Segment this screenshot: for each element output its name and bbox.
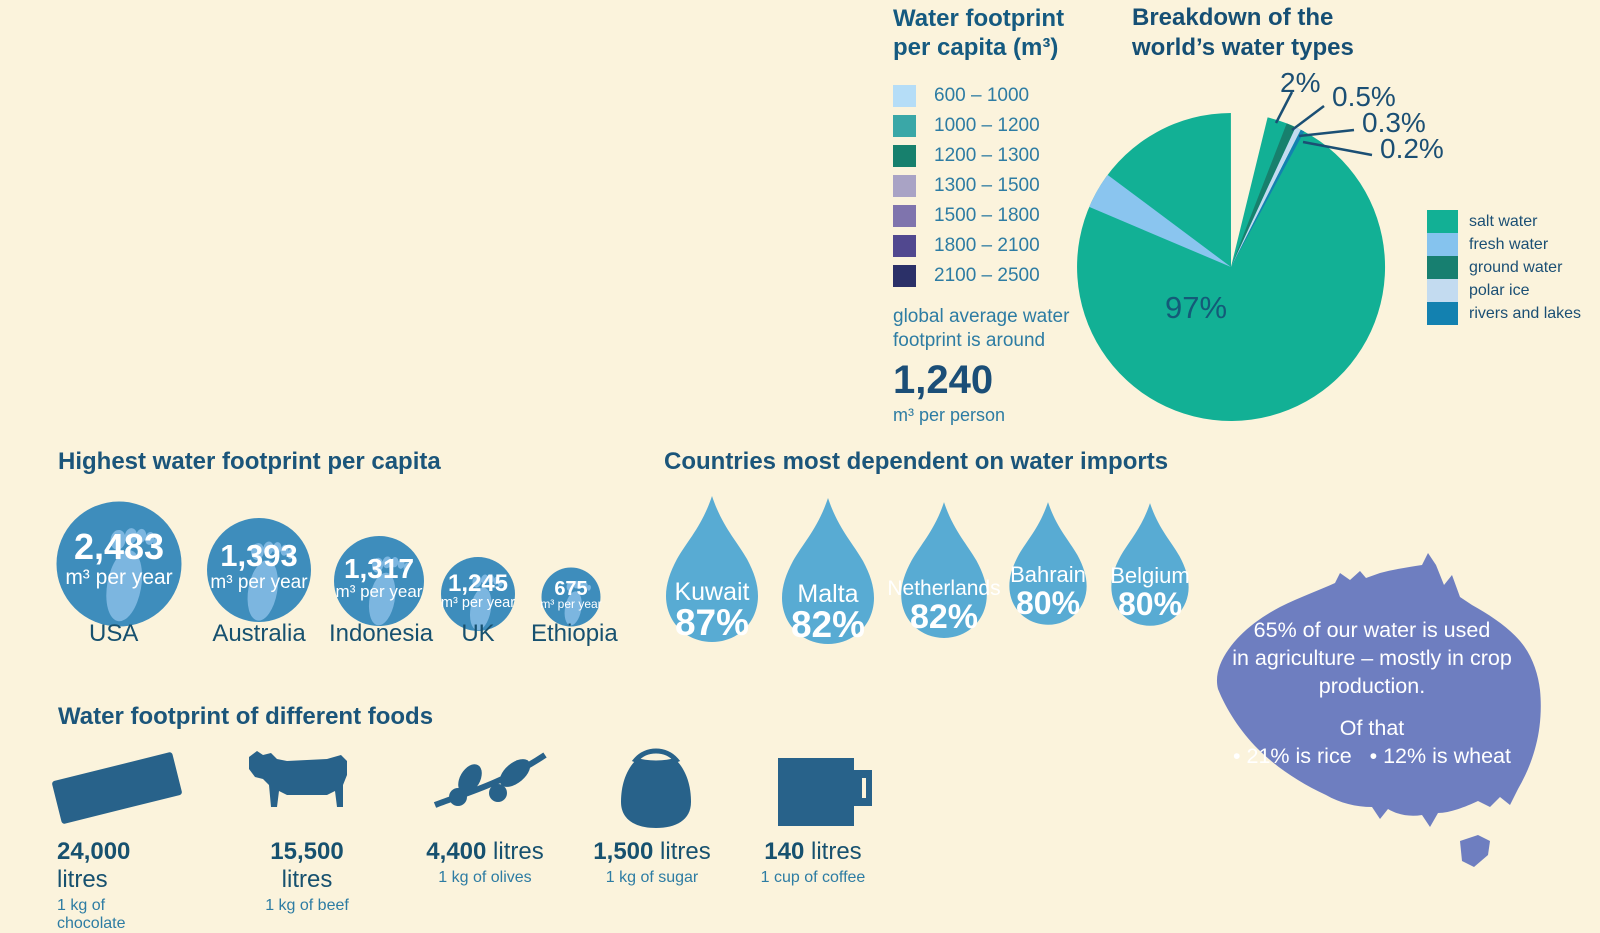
svg-text:675: 675 — [554, 578, 587, 600]
svg-text:Malta: Malta — [797, 580, 858, 608]
svg-text:Netherlands: Netherlands — [887, 577, 1000, 600]
svg-text:80%: 80% — [1118, 586, 1182, 622]
svg-text:Of that: Of that — [1340, 716, 1405, 740]
svg-text:0.3%: 0.3% — [1362, 107, 1426, 138]
svg-text:Kuwait: Kuwait — [674, 578, 749, 606]
svg-text:in agriculture – mostly in cro: in agriculture – mostly in crop — [1232, 646, 1512, 670]
svg-text:0.2%: 0.2% — [1380, 133, 1444, 164]
svg-text:65% of our water is used: 65% of our water is used — [1254, 618, 1491, 642]
svg-text:0.5%: 0.5% — [1332, 81, 1396, 112]
svg-text:82%: 82% — [910, 598, 978, 636]
svg-text:2,483: 2,483 — [74, 526, 164, 567]
svg-text:• 21% is rice • 12% is wheat: • 21% is rice • 12% is wheat — [1233, 744, 1511, 768]
svg-text:m³ per year: m³ per year — [336, 582, 423, 601]
svg-text:m³ per year: m³ per year — [210, 572, 308, 593]
svg-text:80%: 80% — [1016, 585, 1080, 621]
svg-text:1,245: 1,245 — [448, 570, 508, 597]
svg-text:m³ per year: m³ per year — [441, 595, 515, 611]
svg-text:m³ per year: m³ per year — [540, 597, 601, 611]
svg-text:82%: 82% — [791, 604, 865, 645]
svg-text:production.: production. — [1319, 674, 1425, 698]
svg-text:Belgium: Belgium — [1110, 563, 1189, 588]
svg-text:1,393: 1,393 — [220, 538, 298, 573]
svg-text:97%: 97% — [1165, 290, 1227, 325]
svg-text:1,317: 1,317 — [344, 553, 414, 584]
svg-text:Bahrain: Bahrain — [1010, 562, 1086, 587]
svg-text:87%: 87% — [675, 602, 749, 643]
svg-text:2%: 2% — [1280, 70, 1320, 98]
svg-text:m³ per year: m³ per year — [65, 566, 172, 589]
